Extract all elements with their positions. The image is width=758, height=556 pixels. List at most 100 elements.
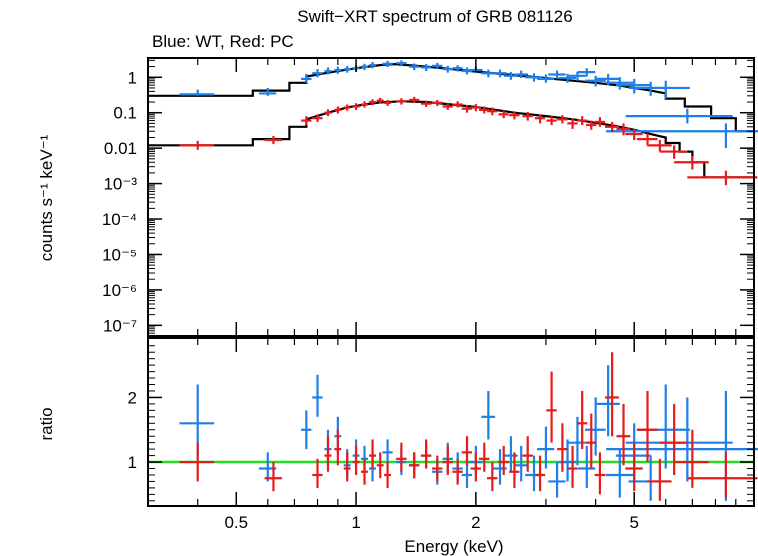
data-point-pc-spectrum bbox=[479, 106, 490, 114]
data-point-pc-ratio bbox=[557, 423, 568, 472]
data-point-pc-ratio bbox=[312, 458, 323, 488]
x-tick-label: 2 bbox=[471, 513, 480, 532]
data-point-pc-ratio bbox=[576, 390, 588, 450]
model-wt-line bbox=[148, 62, 754, 133]
data-point-pc-spectrum bbox=[687, 170, 758, 186]
y-tick-label: 0.1 bbox=[113, 104, 137, 123]
data-point-wt-ratio bbox=[301, 410, 312, 450]
spectrum-panel-frame bbox=[147, 57, 755, 337]
data-point-pc-ratio bbox=[586, 413, 597, 469]
data-point-pc-spectrum bbox=[369, 99, 376, 106]
data-point-wt-spectrum bbox=[525, 73, 543, 82]
data-point-wt-spectrum bbox=[369, 61, 376, 69]
data-point-pc-ratio bbox=[534, 455, 546, 492]
x-tick-label: 0.5 bbox=[224, 513, 248, 532]
data-point-wt-spectrum bbox=[312, 69, 323, 78]
x-tick-label: 1 bbox=[351, 513, 360, 532]
data-point-pc-spectrum bbox=[594, 117, 606, 127]
data-point-pc-spectrum bbox=[636, 133, 658, 146]
data-point-pc-spectrum bbox=[352, 103, 360, 110]
data-point-pc-spectrum bbox=[586, 120, 597, 130]
data-point-wt-ratio bbox=[312, 374, 323, 417]
data-point-wt-spectrum bbox=[343, 65, 351, 73]
data-point-wt-spectrum bbox=[568, 71, 586, 81]
data-point-pc-spectrum bbox=[557, 115, 568, 124]
data-point-pc-ratio bbox=[179, 442, 215, 482]
data-point-wt-spectrum bbox=[492, 69, 507, 78]
data-point-pc-ratio bbox=[264, 462, 282, 492]
data-point-wt-spectrum bbox=[616, 78, 651, 94]
data-point-wt-ratio bbox=[606, 390, 758, 501]
data-point-pc-ratio bbox=[616, 403, 631, 466]
data-point-wt-spectrum bbox=[503, 72, 518, 80]
data-point-pc-ratio bbox=[546, 371, 557, 443]
data-point-wt-spectrum bbox=[396, 60, 407, 67]
data-point-pc-ratio bbox=[384, 462, 392, 488]
x-axis-label: Energy (keV) bbox=[404, 537, 503, 556]
data-point-pc-ratio bbox=[420, 439, 432, 469]
data-point-pc-spectrum bbox=[546, 116, 557, 126]
data-point-wt-spectrum bbox=[537, 74, 555, 83]
data-point-wt-ratio bbox=[584, 397, 606, 456]
y-tick-label: 1 bbox=[128, 68, 137, 87]
data-point-pc-spectrum bbox=[396, 98, 407, 105]
data-point-wt-spectrum bbox=[408, 63, 420, 71]
data-point-wt-spectrum bbox=[324, 67, 332, 75]
data-point-wt-ratio bbox=[514, 445, 528, 482]
model-pc-line bbox=[148, 100, 754, 179]
data-point-pc-spectrum bbox=[625, 128, 643, 140]
data-point-pc-ratio bbox=[470, 452, 481, 482]
data-point-pc-ratio bbox=[625, 442, 643, 492]
data-point-pc-ratio bbox=[636, 390, 658, 463]
data-point-wt-spectrum bbox=[452, 65, 463, 72]
data-point-wt-spectrum bbox=[179, 89, 215, 96]
data-point-pc-spectrum bbox=[674, 156, 709, 170]
data-point-wt-spectrum bbox=[481, 69, 496, 78]
data-point-pc-spectrum bbox=[534, 114, 546, 124]
data-point-pc-spectrum bbox=[301, 116, 312, 126]
data-point-pc-spectrum bbox=[334, 106, 342, 114]
data-point-pc-spectrum bbox=[567, 118, 578, 129]
data-point-pc-spectrum bbox=[442, 103, 453, 110]
data-point-pc-ratio bbox=[647, 458, 672, 501]
data-point-pc-spectrum bbox=[452, 101, 463, 108]
data-point-pc-ratio bbox=[452, 458, 463, 485]
data-point-wt-ratio bbox=[548, 462, 566, 498]
data-point-pc-spectrum bbox=[324, 109, 332, 117]
data-point-wt-spectrum bbox=[637, 80, 690, 99]
data-point-pc-ratio bbox=[343, 452, 351, 482]
data-point-pc-ratio bbox=[352, 445, 360, 475]
data-point-wt-ratio bbox=[503, 436, 518, 472]
ratio-panel-frame bbox=[147, 337, 755, 507]
data-point-pc-spectrum bbox=[487, 107, 498, 116]
data-point-wt-spectrum bbox=[432, 62, 443, 70]
data-point-pc-spectrum bbox=[616, 123, 631, 136]
x-tick-label: 5 bbox=[629, 513, 638, 532]
data-point-wt-spectrum bbox=[584, 75, 606, 87]
data-point-pc-spectrum bbox=[420, 100, 432, 107]
data-point-wt-ratio bbox=[577, 445, 596, 488]
data-point-pc-ratio bbox=[659, 403, 688, 475]
data-point-pc-ratio bbox=[479, 442, 490, 472]
data-point-wt-spectrum bbox=[577, 68, 596, 77]
y-tick-label: 0.01 bbox=[104, 139, 137, 158]
y-tick-label: 1 bbox=[128, 453, 137, 472]
y-tick-label: 10⁻⁷ bbox=[103, 316, 137, 335]
data-point-wt-spectrum bbox=[606, 123, 758, 149]
data-point-wt-ratio bbox=[382, 439, 393, 466]
data-point-pc-spectrum bbox=[647, 139, 672, 152]
data-point-wt-spectrum bbox=[514, 70, 528, 79]
data-point-wt-spectrum bbox=[301, 73, 312, 83]
data-point-pc-spectrum bbox=[264, 136, 282, 145]
data-point-pc-spectrum bbox=[461, 105, 473, 113]
data-point-pc-ratio bbox=[461, 436, 473, 466]
data-point-pc-ratio bbox=[432, 455, 443, 482]
data-point-pc-ratio bbox=[687, 452, 758, 498]
y-axis-label-spectrum: counts s⁻¹ keV⁻¹ bbox=[37, 134, 56, 261]
data-point-pc-spectrum bbox=[408, 96, 420, 103]
data-point-pc-ratio bbox=[369, 439, 376, 469]
data-point-pc-spectrum bbox=[498, 110, 509, 119]
data-point-pc-spectrum bbox=[432, 99, 443, 106]
data-point-wt-ratio bbox=[595, 365, 620, 437]
data-point-wt-spectrum bbox=[334, 66, 342, 74]
